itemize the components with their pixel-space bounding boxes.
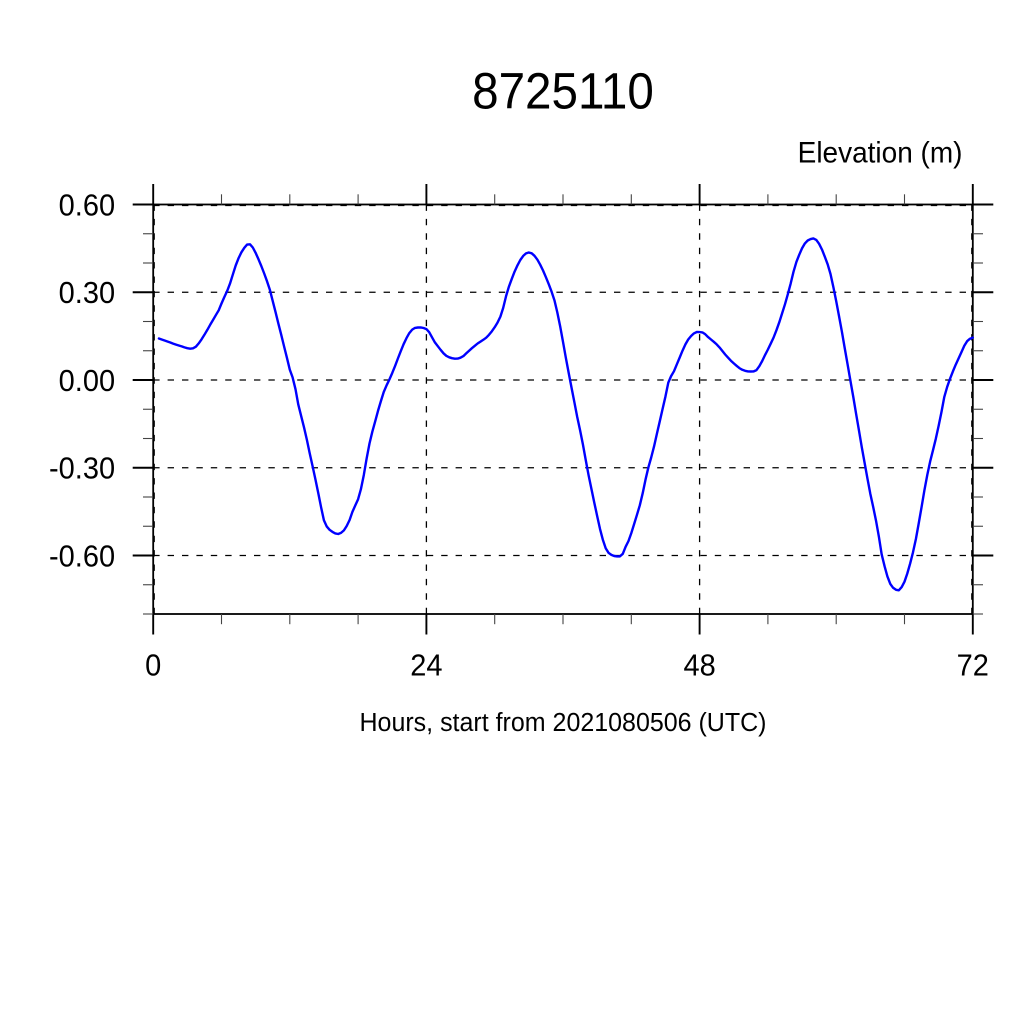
svg-text:8725110: 8725110	[472, 63, 654, 120]
svg-text:0.30: 0.30	[59, 276, 115, 310]
svg-text:0.60: 0.60	[59, 189, 115, 223]
svg-text:Elevation (m): Elevation (m)	[798, 137, 963, 170]
svg-text:Hours, start from 2021080506 (: Hours, start from 2021080506 (UTC)	[360, 708, 767, 737]
svg-text:-0.30: -0.30	[49, 452, 115, 486]
svg-text:48: 48	[683, 649, 715, 683]
svg-text:72: 72	[957, 649, 989, 683]
svg-text:0.00: 0.00	[59, 364, 115, 398]
svg-text:24: 24	[410, 649, 442, 683]
svg-text:0: 0	[145, 649, 161, 683]
svg-text:-0.60: -0.60	[49, 540, 115, 574]
